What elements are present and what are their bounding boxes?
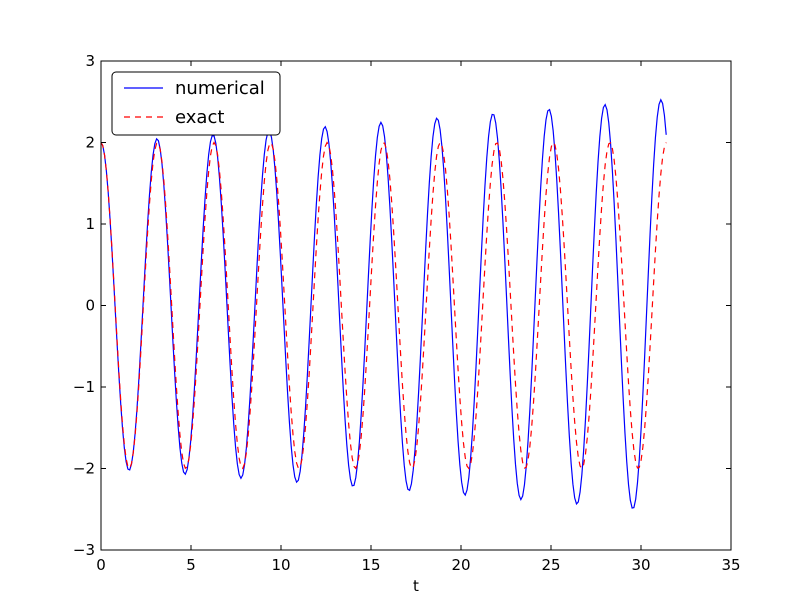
x-tick-label: 35 bbox=[721, 556, 740, 574]
series-line-exact bbox=[100, 141, 667, 470]
y-tick-label: 0 bbox=[85, 297, 95, 315]
x-tick-label: 0 bbox=[96, 556, 106, 574]
legend-label-exact: exact bbox=[175, 107, 224, 128]
y-tick-label: −3 bbox=[73, 541, 95, 559]
tick-labels-layer: 0 5 10 15 20 25 30 35 −3 −2 −1 0 1 2 3 bbox=[73, 52, 741, 574]
x-tick-label: 15 bbox=[361, 556, 380, 574]
legend-label-numerical: numerical bbox=[175, 78, 265, 99]
y-tick-label: 1 bbox=[85, 215, 95, 233]
ticks-layer bbox=[100, 60, 732, 551]
series-layer bbox=[100, 98, 667, 509]
y-tick-label: −2 bbox=[73, 460, 95, 478]
y-tick-label: −1 bbox=[73, 378, 95, 396]
x-tick-label: 10 bbox=[271, 556, 290, 574]
x-tick-label: 5 bbox=[186, 556, 196, 574]
legend: numerical exact bbox=[111, 71, 281, 136]
plot-area bbox=[101, 61, 731, 550]
x-tick-label: 20 bbox=[451, 556, 470, 574]
y-tick-label: 3 bbox=[85, 52, 95, 70]
x-axis-label: t bbox=[413, 577, 419, 595]
x-tick-label: 25 bbox=[541, 556, 560, 574]
y-tick-label: 2 bbox=[85, 134, 95, 152]
series-line-numerical bbox=[100, 98, 667, 509]
x-tick-label: 30 bbox=[631, 556, 650, 574]
